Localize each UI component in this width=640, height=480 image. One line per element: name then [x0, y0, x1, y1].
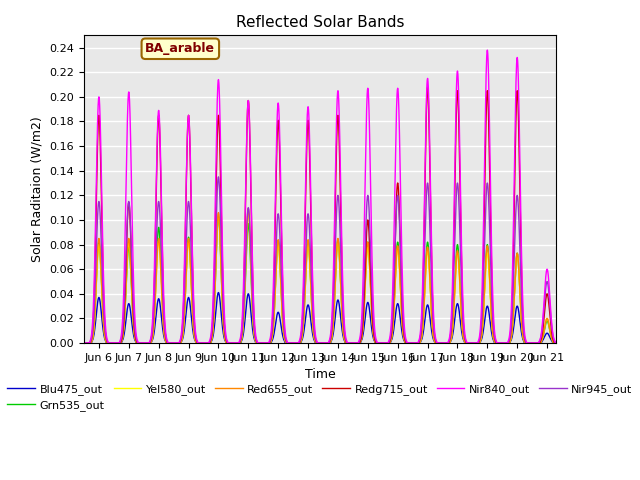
Nir840_out	[122, 196, 130, 202]
Red655_out	[122, 288, 130, 294]
Blu475_out	[270, 333, 278, 338]
Line: Blu475_out: Blu475_out	[84, 293, 557, 343]
Red655_out	[332, 269, 340, 275]
Nir945_out	[270, 303, 278, 309]
Grn535_out	[554, 340, 561, 346]
Red655_out	[80, 340, 88, 346]
Nir945_out	[122, 259, 130, 264]
Grn535_out	[301, 289, 309, 295]
Line: Nir945_out: Nir945_out	[84, 177, 557, 343]
Redg715_out	[554, 340, 561, 346]
Yel580_out	[80, 340, 88, 346]
Blu475_out	[214, 290, 222, 296]
Red655_out	[301, 277, 309, 283]
Grn535_out	[332, 270, 340, 276]
Grn535_out	[398, 312, 406, 317]
Nir840_out	[269, 277, 277, 283]
Red655_out	[301, 288, 309, 294]
Nir945_out	[398, 287, 406, 292]
Blu475_out	[122, 319, 130, 324]
Redg715_out	[122, 266, 130, 272]
Nir840_out	[301, 212, 308, 217]
Grn535_out	[122, 292, 130, 298]
Legend: Blu475_out, Grn535_out, Yel580_out, Red655_out, Redg715_out, Nir840_out, Nir945_: Blu475_out, Grn535_out, Yel580_out, Red6…	[3, 379, 637, 416]
Nir945_out	[214, 174, 222, 180]
Line: Redg715_out: Redg715_out	[84, 87, 557, 343]
Redg715_out	[80, 340, 88, 346]
Yel580_out	[270, 319, 278, 325]
Redg715_out	[301, 208, 309, 214]
Nir840_out	[554, 340, 561, 346]
Grn535_out	[80, 340, 88, 346]
Line: Red655_out: Red655_out	[84, 209, 557, 343]
Blu475_out	[301, 320, 309, 325]
Redg715_out	[397, 287, 405, 292]
Nir945_out	[301, 266, 309, 272]
Red655_out	[554, 340, 561, 346]
Line: Nir840_out: Nir840_out	[84, 50, 557, 343]
Grn535_out	[270, 319, 278, 324]
Red655_out	[398, 312, 406, 318]
Nir840_out	[301, 189, 309, 195]
Blu475_out	[301, 316, 309, 322]
Yel580_out	[332, 271, 340, 276]
Nir945_out	[332, 232, 340, 238]
Redg715_out	[424, 84, 431, 90]
Blu475_out	[398, 327, 406, 333]
Nir945_out	[80, 340, 88, 346]
Grn535_out	[214, 214, 222, 219]
Nir945_out	[554, 340, 561, 346]
Redg715_out	[269, 293, 277, 299]
Text: BA_arable: BA_arable	[145, 42, 215, 55]
Title: Reflected Solar Bands: Reflected Solar Bands	[236, 15, 404, 30]
Redg715_out	[301, 231, 308, 237]
Yel580_out	[244, 210, 252, 216]
Red655_out	[270, 318, 278, 324]
Nir840_out	[397, 240, 405, 246]
Grn535_out	[301, 278, 309, 284]
Blu475_out	[332, 310, 340, 315]
Nir945_out	[301, 253, 309, 259]
Yel580_out	[301, 280, 309, 286]
Yel580_out	[554, 340, 561, 346]
Yel580_out	[301, 291, 309, 297]
Nir840_out	[483, 47, 491, 53]
Line: Grn535_out: Grn535_out	[84, 216, 557, 343]
Nir840_out	[332, 163, 339, 169]
Red655_out	[244, 206, 252, 212]
Y-axis label: Solar Raditaion (W/m2): Solar Raditaion (W/m2)	[31, 116, 44, 262]
X-axis label: Time: Time	[305, 368, 335, 381]
Blu475_out	[80, 340, 88, 346]
Blu475_out	[554, 340, 561, 346]
Nir840_out	[80, 340, 88, 346]
Redg715_out	[332, 190, 339, 195]
Yel580_out	[398, 313, 406, 319]
Yel580_out	[122, 289, 130, 295]
Line: Yel580_out: Yel580_out	[84, 213, 557, 343]
